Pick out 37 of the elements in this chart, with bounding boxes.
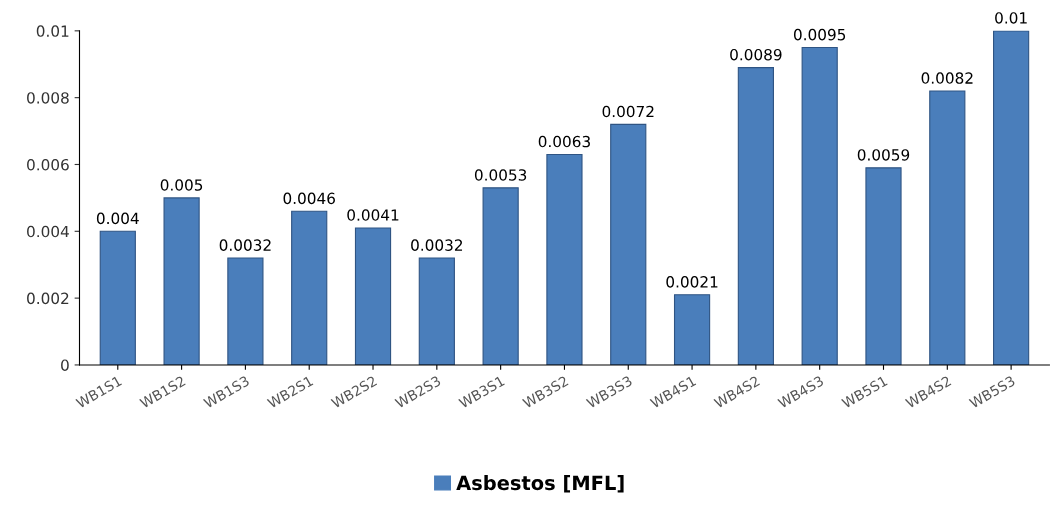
data-label: 0.0063 <box>538 135 590 148</box>
data-label: 0.0089 <box>730 48 782 61</box>
bar <box>227 257 264 365</box>
y-tick-label: 0.006 <box>27 158 69 171</box>
data-label: 0.01 <box>995 12 1027 24</box>
bar <box>99 230 136 365</box>
data-label: 0.0053 <box>474 169 527 181</box>
bar <box>993 30 1030 365</box>
bar <box>673 294 711 365</box>
bar <box>929 90 966 365</box>
bar <box>418 257 455 365</box>
bar <box>801 46 838 365</box>
data-label: 0.0059 <box>857 149 910 161</box>
y-tick-label: 0.002 <box>27 292 69 305</box>
data-label: 0.0032 <box>219 239 271 251</box>
bar <box>163 197 200 365</box>
bar <box>354 227 392 365</box>
legend-label: Asbestos [MFL] <box>456 475 624 493</box>
y-tick-label: 0.004 <box>27 225 69 238</box>
data-label: 0.004 <box>96 212 139 225</box>
data-label: 0.0046 <box>283 192 335 205</box>
y-tick-label: 0.008 <box>27 92 69 104</box>
data-label: 0.0032 <box>411 239 463 251</box>
bar <box>737 67 774 365</box>
bar <box>291 210 328 365</box>
bar <box>482 187 519 365</box>
data-label: 0.0072 <box>602 105 654 118</box>
data-label: 0.0082 <box>921 72 973 84</box>
data-label: 0.005 <box>160 179 203 191</box>
y-tick-label: 0.01 <box>36 25 69 37</box>
bar <box>865 167 902 365</box>
data-label: 0.0041 <box>347 209 399 221</box>
y-tick-label: 0 <box>61 359 69 371</box>
bar <box>610 123 647 365</box>
bar <box>546 153 583 365</box>
data-label: 0.0095 <box>793 28 846 41</box>
data-label: 0.0021 <box>666 276 718 288</box>
